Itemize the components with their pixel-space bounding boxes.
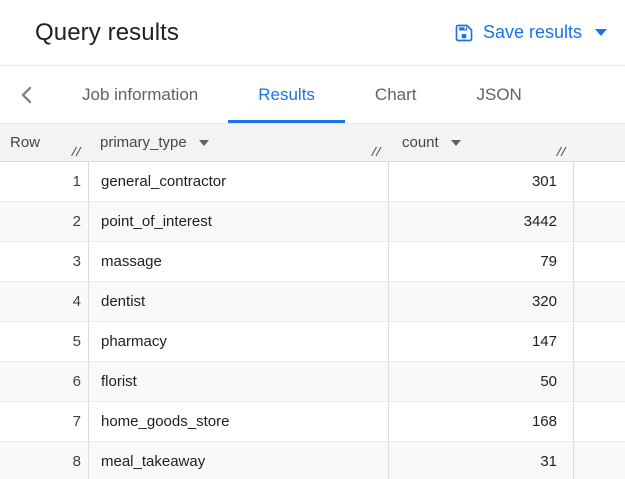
- results-table: Row primary_type count: [0, 124, 625, 479]
- count-cell[interactable]: 320: [388, 282, 573, 321]
- table-row[interactable]: 1 general_contractor 301: [0, 162, 625, 202]
- tab-results[interactable]: Results: [228, 66, 345, 123]
- row-number-cell: 8: [72, 453, 81, 470]
- column-resize-icon[interactable]: [555, 146, 568, 157]
- row-number-cell: 4: [72, 293, 81, 310]
- primary-type-cell[interactable]: home_goods_store: [88, 402, 388, 441]
- count-cell[interactable]: 31: [388, 442, 573, 479]
- primary-type-cell[interactable]: dentist: [88, 282, 388, 321]
- column-header-primary-type[interactable]: primary_type: [88, 124, 388, 161]
- tab-json[interactable]: JSON: [476, 84, 522, 104]
- tab-bar: Job information Results Chart JSON: [0, 66, 625, 124]
- tab-chart[interactable]: Chart: [374, 84, 417, 104]
- table-row[interactable]: 3 massage 79: [0, 242, 625, 282]
- filler-cell: [573, 442, 625, 479]
- count-cell[interactable]: 79: [388, 242, 573, 281]
- back-chevron-button[interactable]: [0, 66, 52, 123]
- filler-cell: [573, 202, 625, 241]
- filler-cell: [573, 362, 625, 401]
- count-cell[interactable]: 168: [388, 402, 573, 441]
- filler-cell: [573, 402, 625, 441]
- table-header-row: Row primary_type count: [0, 124, 625, 162]
- filler-cell: [573, 162, 625, 201]
- count-cell[interactable]: 301: [388, 162, 573, 201]
- filler-cell: [573, 282, 625, 321]
- primary-type-cell[interactable]: massage: [88, 242, 388, 281]
- caret-down-icon: [595, 29, 607, 36]
- column-label: count: [402, 134, 439, 151]
- table-row[interactable]: 7 home_goods_store 168: [0, 402, 625, 442]
- primary-type-cell[interactable]: point_of_interest: [88, 202, 388, 241]
- count-cell[interactable]: 50: [388, 362, 573, 401]
- row-number-cell: 5: [72, 333, 81, 350]
- row-number-cell: 6: [72, 373, 81, 390]
- table-row[interactable]: 8 meal_takeaway 31: [0, 442, 625, 479]
- caret-down-icon[interactable]: [450, 139, 461, 146]
- column-label: primary_type: [100, 134, 187, 151]
- table-body: 1 general_contractor 301 2 point_of_inte…: [0, 162, 625, 479]
- row-number-cell: 7: [72, 413, 81, 430]
- count-cell[interactable]: 147: [388, 322, 573, 361]
- filler-cell: [573, 322, 625, 361]
- table-row[interactable]: 5 pharmacy 147: [0, 322, 625, 362]
- filler-cell: [573, 242, 625, 281]
- primary-type-cell[interactable]: florist: [88, 362, 388, 401]
- save-results-button[interactable]: Save results: [446, 16, 615, 49]
- table-row[interactable]: 6 florist 50: [0, 362, 625, 402]
- primary-type-cell[interactable]: meal_takeaway: [88, 442, 388, 479]
- count-cell[interactable]: 3442: [388, 202, 573, 241]
- column-label: Row: [10, 134, 41, 151]
- column-header-row: Row: [0, 124, 88, 161]
- row-number-cell: 1: [72, 173, 81, 190]
- tab-job-information[interactable]: Job information: [82, 84, 199, 104]
- row-number-cell: 2: [72, 213, 81, 230]
- column-resize-icon[interactable]: [370, 146, 383, 157]
- table-row[interactable]: 4 dentist 320: [0, 282, 625, 322]
- column-header-filler: [573, 124, 625, 161]
- save-results-label: Save results: [482, 22, 582, 42]
- chevron-left-icon: [20, 86, 32, 104]
- titlebar: Query results Save results: [0, 0, 625, 66]
- row-number-cell: 3: [72, 253, 81, 270]
- caret-down-icon[interactable]: [198, 139, 209, 146]
- column-header-count[interactable]: count: [388, 124, 573, 161]
- save-icon: [454, 23, 474, 43]
- table-row[interactable]: 2 point_of_interest 3442: [0, 202, 625, 242]
- column-resize-icon[interactable]: [70, 146, 83, 157]
- page-title: Query results: [35, 18, 180, 46]
- primary-type-cell[interactable]: general_contractor: [88, 162, 388, 201]
- primary-type-cell[interactable]: pharmacy: [88, 322, 388, 361]
